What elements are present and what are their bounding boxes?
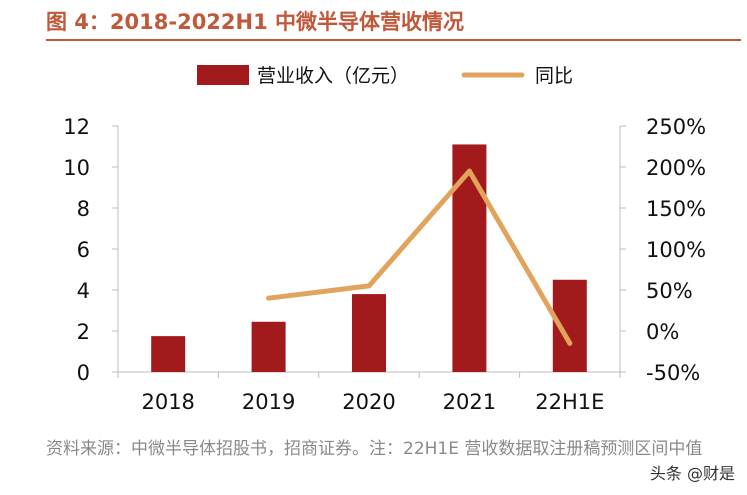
y-left-tick-label: 10 — [63, 156, 90, 180]
legend-label-revenue: 营业收入（亿元） — [257, 65, 409, 87]
x-tick-label: 2018 — [141, 390, 194, 414]
yoy-growth-point — [366, 283, 372, 289]
y-right-tick-label: -50% — [646, 361, 700, 385]
x-tick-label: 2021 — [443, 390, 496, 414]
y-right-tick-label: 250% — [646, 115, 706, 139]
revenue-bar — [151, 336, 186, 372]
revenue-chart: 0 2 4 6 8 10 12 -50% 0% 50% 100% 150% 200% 250% 2018 20… — [63, 65, 706, 414]
x-tick-label: 22H1E — [535, 390, 604, 414]
y-left-tick-label: 2 — [77, 320, 90, 344]
y-left-tick-label: 0 — [77, 361, 90, 385]
figure-title: 图 4：2018-2022H1 中微半导体营收情况 — [46, 10, 465, 34]
watermark: 头条 @财是 — [649, 464, 735, 483]
y-right-tick-label: 150% — [646, 197, 706, 221]
revenue-bar — [251, 321, 286, 372]
x-tick-label: 2019 — [242, 390, 295, 414]
title-rule — [46, 39, 741, 41]
legend-swatch-revenue — [197, 65, 249, 85]
source-note: 资料来源：中微半导体招股书，招商证券。注：22H1E 营收数据取注册稿预测区间中… — [46, 439, 703, 459]
revenue-bar — [352, 294, 386, 372]
y-left-tick-label: 6 — [77, 238, 90, 262]
y-left-tick-label: 12 — [63, 115, 90, 139]
legend-label-yoy: 同比 — [535, 65, 573, 87]
y-right-tick-label: 0% — [646, 320, 679, 344]
y-right-tick-label: 100% — [646, 238, 706, 262]
yoy-growth-point — [466, 168, 472, 174]
revenue-bar — [452, 144, 487, 372]
yoy-growth-point — [266, 295, 272, 301]
y-right-tick-label: 50% — [646, 279, 693, 303]
yoy-growth-point — [567, 340, 573, 346]
yoy-growth-line — [266, 168, 573, 346]
y-right-tick-label: 200% — [646, 156, 706, 180]
y-left-tick-label: 4 — [77, 279, 90, 303]
x-tick-label: 2020 — [342, 390, 395, 414]
y-left-tick-label: 8 — [77, 197, 90, 221]
